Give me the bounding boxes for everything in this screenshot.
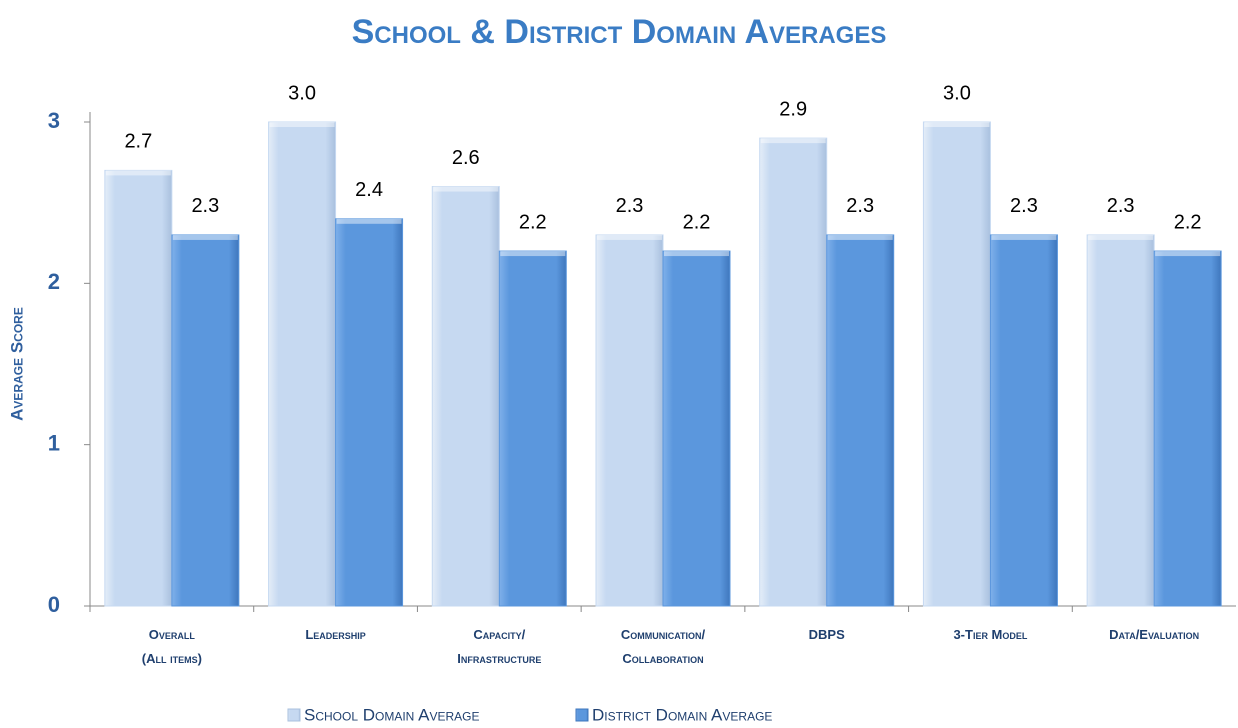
x-tick-label: Leadership bbox=[305, 627, 365, 642]
bar bbox=[759, 137, 828, 607]
bar-bevel bbox=[924, 122, 990, 127]
y-axis-label: Average Score bbox=[7, 307, 26, 421]
bar-bevel bbox=[760, 138, 826, 144]
bar bbox=[595, 234, 664, 607]
value-label: 2.4 bbox=[355, 179, 383, 201]
value-label: 2.6 bbox=[452, 147, 480, 169]
x-tick-label: Capacity/Infrastructure bbox=[457, 627, 541, 666]
value-label: 2.3 bbox=[616, 195, 644, 217]
bar bbox=[826, 234, 895, 607]
x-tick-label: Data/Evaluation bbox=[1109, 627, 1199, 642]
value-label: 2.3 bbox=[1107, 195, 1135, 217]
legend-label: School Domain Average bbox=[304, 705, 480, 724]
value-label: 2.9 bbox=[779, 98, 807, 120]
x-tick-label: Overall (All items) bbox=[142, 627, 202, 666]
chart-title: School & District Domain Averages bbox=[352, 13, 887, 51]
legend-label: District Domain Average bbox=[592, 705, 772, 724]
bar-bevel bbox=[105, 170, 171, 176]
bar bbox=[989, 234, 1058, 607]
bar bbox=[498, 250, 567, 607]
bar bbox=[662, 250, 731, 607]
bar-bevel bbox=[597, 234, 662, 240]
bar bbox=[104, 169, 173, 607]
bar-bevel bbox=[1088, 234, 1154, 240]
bar bbox=[431, 186, 500, 607]
value-label: 2.2 bbox=[683, 211, 711, 233]
bar-bevel bbox=[172, 234, 238, 240]
bar bbox=[335, 218, 404, 607]
value-label: 3.0 bbox=[943, 82, 971, 104]
value-label: 2.2 bbox=[519, 211, 547, 233]
bar-bevel bbox=[500, 251, 566, 257]
value-label: 2.3 bbox=[191, 195, 219, 217]
bar bbox=[171, 234, 240, 607]
bar-bevel bbox=[1155, 251, 1221, 257]
bar-bevel bbox=[269, 122, 335, 127]
bar bbox=[1153, 250, 1222, 607]
value-label: 2.7 bbox=[124, 131, 152, 153]
bar-bevel bbox=[827, 234, 893, 240]
y-tick-label: 3 bbox=[48, 108, 60, 133]
legend-swatch bbox=[575, 708, 589, 722]
bar-bevel bbox=[664, 251, 729, 257]
value-label: 2.3 bbox=[846, 195, 874, 217]
x-tick-label: DBPS bbox=[809, 627, 845, 642]
bar bbox=[922, 121, 991, 607]
x-tick-label: Communication/Collaboration bbox=[621, 627, 706, 666]
y-tick-label: 0 bbox=[48, 592, 60, 617]
y-tick-label: 1 bbox=[48, 430, 60, 455]
y-tick-label: 2 bbox=[48, 269, 60, 294]
value-label: 2.2 bbox=[1174, 211, 1202, 233]
bar-bevel bbox=[991, 234, 1057, 240]
bar-bevel bbox=[336, 218, 402, 224]
x-tick-label: 3-Tier Model bbox=[953, 627, 1027, 642]
legend-swatch bbox=[287, 708, 301, 722]
value-label: 2.3 bbox=[1010, 195, 1038, 217]
bar-bevel bbox=[433, 186, 499, 192]
value-label: 3.0 bbox=[288, 82, 316, 104]
bar bbox=[268, 121, 337, 607]
bar bbox=[1086, 234, 1155, 607]
